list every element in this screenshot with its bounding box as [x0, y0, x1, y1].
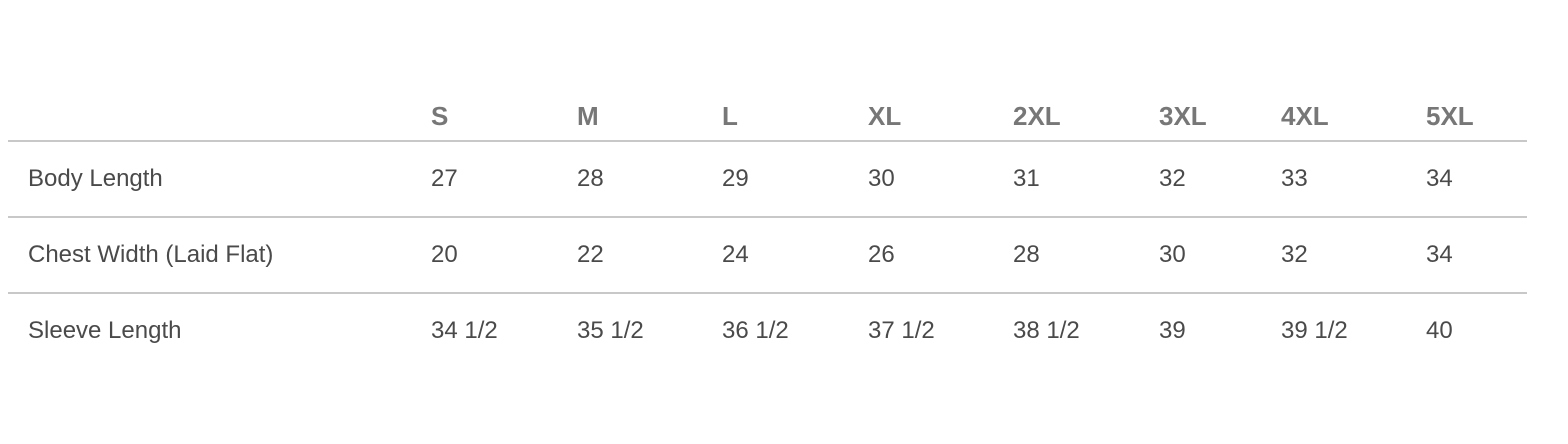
measurement-cell: 32 [1151, 141, 1273, 218]
measurement-cell: 32 [1273, 217, 1418, 294]
table-row: Sleeve Length 34 1/2 35 1/2 36 1/2 37 1/2 38 … [8, 293, 1527, 368]
header-size: S [423, 92, 569, 142]
table-row: Body Length 27 28 29 30 31 32 33 34 [8, 141, 1527, 218]
measurement-cell: 39 [1159, 317, 1186, 344]
header-size: 5XL [1418, 92, 1527, 142]
measurement-cell: 33 [1273, 141, 1418, 218]
measurement-cell: 34 [1418, 141, 1527, 218]
row-label: Chest Width (Laid Flat) [8, 217, 423, 294]
header-size: 2XL [1005, 92, 1151, 142]
measurement-cell: 34 1/2 [431, 317, 498, 344]
measurement-cell: 31 [1005, 141, 1151, 218]
measurement-cell: 28 [1005, 217, 1151, 294]
header-empty [8, 92, 423, 142]
measurement-cell: 20 [423, 217, 569, 294]
measurement-cell: 30 [860, 141, 1005, 218]
measurement-cell: 28 [569, 141, 714, 218]
measurement-cell: 22 [569, 217, 714, 294]
measurement-cell: 26 [860, 217, 1005, 294]
measurement-cell: 36 1/2 [722, 317, 789, 344]
measurement-cell: 30 [1151, 217, 1273, 294]
measurement-cell: 37 1/2 [868, 317, 935, 344]
measurement-cell: 34 [1418, 217, 1527, 294]
header-size: 3XL [1151, 92, 1273, 142]
header-size: L [714, 92, 860, 142]
row-label: Body Length [8, 141, 423, 218]
header-size: XL [860, 92, 1005, 142]
row-label: Sleeve Length [28, 317, 182, 344]
measurement-cell: 38 1/2 [1013, 317, 1080, 344]
measurement-cell: 40 [1426, 317, 1453, 344]
measurement-cell: 35 1/2 [577, 317, 644, 344]
table-row: Chest Width (Laid Flat) 20 22 24 26 28 30 32 34 [8, 217, 1527, 294]
measurement-cell: 29 [714, 141, 860, 218]
header-size: 4XL [1273, 92, 1418, 142]
header-size: M [569, 92, 714, 142]
measurement-cell: 39 1/2 [1281, 317, 1348, 344]
measurement-cell: 27 [423, 141, 569, 218]
size-chart-table: S M L XL 2XL 3XL 4XL 5XL Body Length 27 28… [8, 92, 1527, 368]
header-row: S M L XL 2XL 3XL 4XL 5XL [8, 92, 1527, 142]
measurement-cell: 24 [714, 217, 860, 294]
